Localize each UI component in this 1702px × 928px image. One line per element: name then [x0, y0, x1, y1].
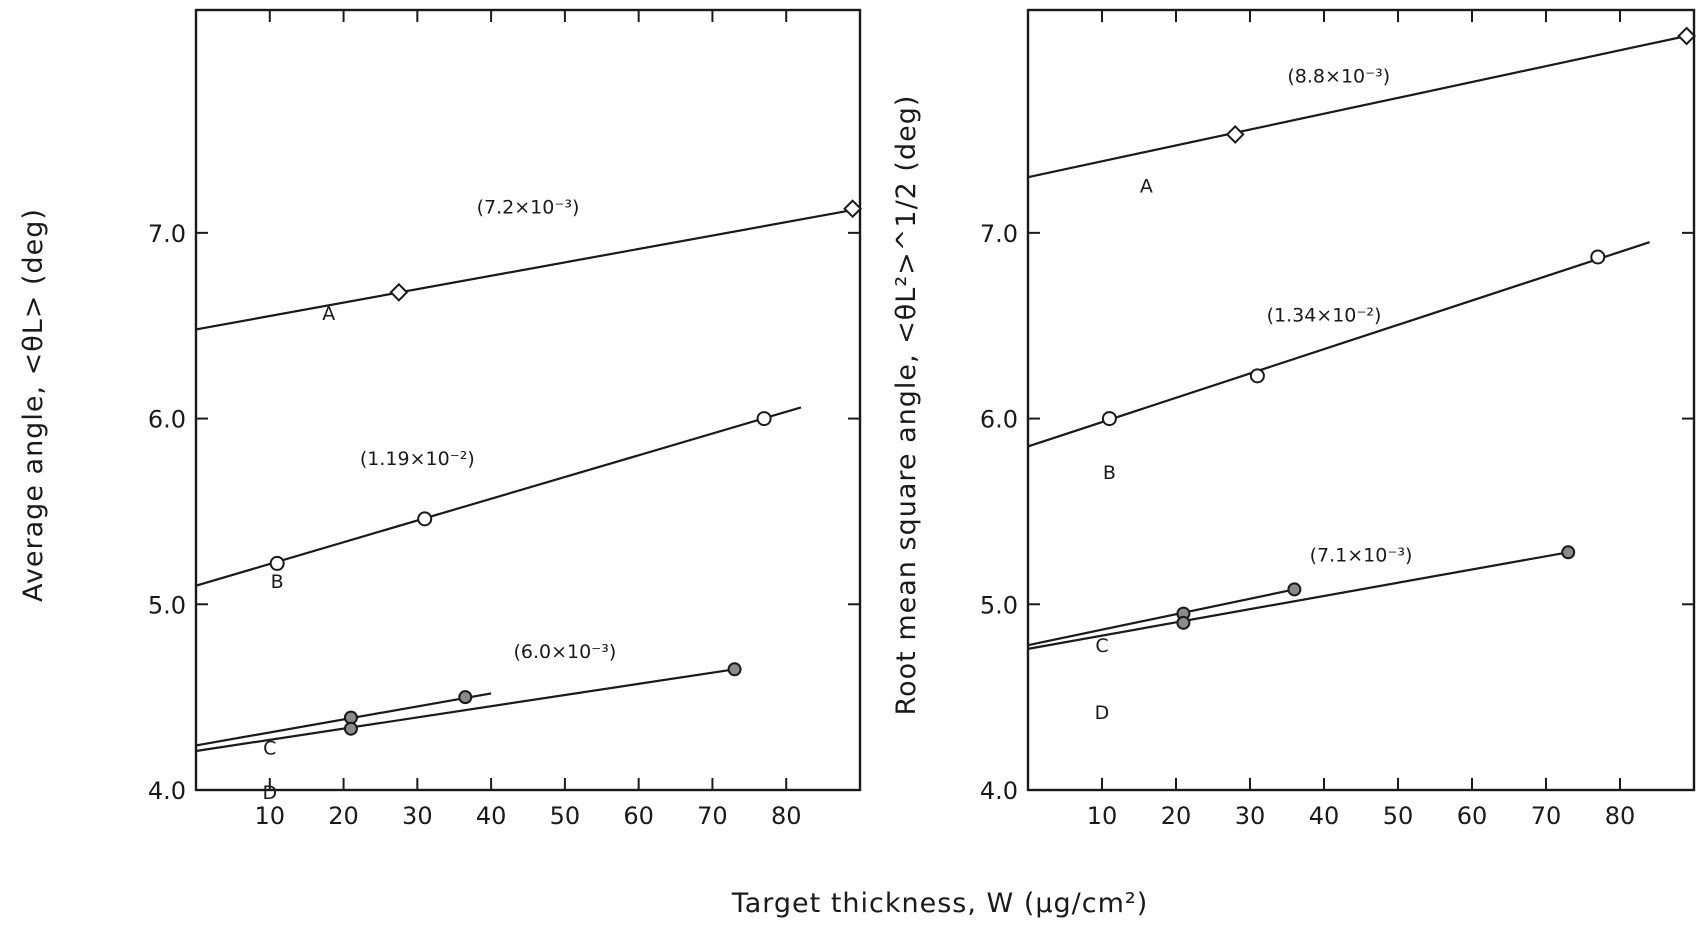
left-series-B-point: [417, 511, 433, 527]
left-y-tick-label: 6.0: [148, 406, 186, 434]
right-plot-frame: [1026, 8, 1696, 792]
left-x-tick-label: 70: [697, 802, 728, 830]
left-series-B-label: B: [271, 571, 284, 593]
left-y-tick-label: 4.0: [148, 777, 186, 805]
left-x-tick-label: 30: [402, 802, 433, 830]
right-panel: 10 20 30 40 50 60 70 80 4.0 5.0 6.0 7.0 Root mean sq…: [891, 8, 1697, 830]
right-series-A-point: [1225, 125, 1245, 144]
left-series-B-point: [756, 411, 772, 427]
left-plot-frame: [194, 8, 862, 792]
left-y-tick-label: 7.0: [148, 220, 186, 248]
right-series-D-slope-label: (7.1×10⁻³): [1310, 544, 1413, 566]
left-series-C-line: [195, 692, 492, 747]
left-series-D-point: [343, 721, 358, 736]
left-series-B-point: [269, 555, 285, 571]
right-series-D-point: [1176, 615, 1191, 630]
left-y-tick-label: 5.0: [148, 591, 186, 619]
left-series-D-point: [727, 662, 742, 677]
right-x-tick-label: 50: [1383, 802, 1414, 830]
left-x-tick-label: 40: [476, 802, 507, 830]
right-series-B-slope-label: (1.34×10⁻²): [1267, 304, 1382, 326]
right-y-tick-label: 7.0: [980, 220, 1018, 248]
right-x-tick-label: 30: [1235, 802, 1266, 830]
right-x-tick-label: 10: [1087, 802, 1118, 830]
right-series-B-point: [1590, 249, 1606, 265]
right-series-A-slope-label: (8.8×10⁻³): [1287, 66, 1390, 88]
right-series-C-point: [1287, 582, 1302, 597]
left-series-A-point: [389, 282, 409, 302]
left-series-B-slope-label: (1.19×10⁻²): [360, 448, 475, 470]
right-series-D-point: [1561, 545, 1576, 560]
right-series-D-label: D: [1095, 702, 1110, 724]
right-x-tick-label: 70: [1531, 802, 1562, 830]
right-series-B-line: [1027, 241, 1650, 448]
right-series-B-label: B: [1103, 462, 1116, 484]
left-series-D-line: [195, 668, 735, 753]
right-series-A-label: A: [1140, 176, 1153, 198]
right-x-tick-label: 20: [1161, 802, 1192, 830]
right-y-tick-label: 5.0: [980, 591, 1018, 619]
left-series-D-label: D: [262, 782, 277, 804]
left-y-axis-title: Average angle, <θL> (deg): [18, 208, 49, 602]
left-x-tick-label: 60: [623, 802, 654, 830]
left-panel: 10 20 30 40 50 60 70 80 4.0 5.0 6.0 7.0 Average angl…: [18, 8, 863, 830]
left-x-tick-label: 80: [771, 802, 802, 830]
left-x-tick-label: 10: [255, 802, 286, 830]
left-series-A-label: A: [322, 303, 335, 325]
right-y-tick-label: 4.0: [980, 777, 1018, 805]
right-series-A-line: [1027, 34, 1687, 179]
left-series-A-point: [843, 199, 863, 219]
left-x-tick-label: 20: [328, 802, 359, 830]
right-series-D-line: [1027, 551, 1569, 650]
right-x-tick-label: 60: [1457, 802, 1488, 830]
left-series-D-slope-label: (6.0×10⁻³): [513, 641, 616, 663]
x-axis-title: Target thickness, W (μg/cm²): [731, 888, 1149, 919]
left-series-C-point: [458, 690, 473, 705]
right-series-A-point: [1677, 26, 1697, 46]
right-x-tick-label: 40: [1309, 802, 1340, 830]
left-series-C-label: C: [263, 738, 276, 760]
right-x-tick-label: 80: [1605, 802, 1636, 830]
left-series-A-slope-label: (7.2×10⁻³): [477, 196, 580, 218]
left-series-B-line: [195, 406, 802, 587]
left-x-tick-label: 50: [550, 802, 581, 830]
right-series-B-point: [1101, 411, 1117, 427]
right-y-axis-title: Root mean square angle, <θL²>^1/2 (deg): [891, 95, 922, 716]
right-series-B-point: [1249, 368, 1265, 384]
right-y-tick-label: 6.0: [980, 406, 1018, 434]
right-series-C-label: C: [1095, 635, 1108, 657]
right-series-C-line: [1027, 588, 1295, 647]
left-series-A-line: [195, 207, 861, 331]
